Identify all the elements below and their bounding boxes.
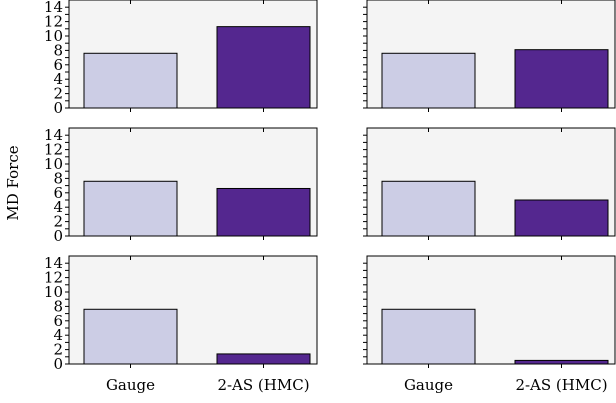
y-tick-label: 0 <box>53 99 63 117</box>
panel-r2-c2 <box>363 127 616 240</box>
x-tick-label: Gauge <box>404 376 453 394</box>
y-tick-label: 2 <box>53 85 63 103</box>
y-tick-label: 14 <box>44 126 63 144</box>
y-tick-label: 10 <box>44 155 63 173</box>
y-tick-label: 8 <box>53 297 63 315</box>
x-tick-label: Gauge <box>106 376 155 394</box>
bar-2as-hmc <box>514 359 609 365</box>
y-tick-label: 4 <box>53 198 63 216</box>
y-tick-label: 6 <box>53 312 63 330</box>
bar-gauge <box>83 308 178 365</box>
y-tick-label: 8 <box>53 41 63 59</box>
panel-r1-c2 <box>363 0 616 112</box>
y-tick-label: 14 <box>44 254 63 272</box>
bar-2as-hmc <box>514 49 609 109</box>
y-tick-label: 2 <box>53 341 63 359</box>
bar-2as-hmc <box>216 26 311 109</box>
bar-gauge <box>83 180 178 237</box>
bar-gauge <box>83 52 178 109</box>
panel-r3-c2: Gauge 2-AS (HMC) <box>363 255 616 394</box>
bar-2as-hmc <box>216 187 311 237</box>
y-tick-label: 0 <box>53 227 63 245</box>
y-tick-label: 10 <box>44 27 63 45</box>
y-axis-label: MD Force <box>4 145 22 220</box>
x-tick-label: 2-AS (HMC) <box>515 376 607 394</box>
bar-gauge <box>381 52 476 109</box>
bar-2as-hmc <box>216 353 311 365</box>
y-tick-label: 4 <box>53 326 63 344</box>
y-tick-label: 6 <box>53 184 63 202</box>
y-tick-label: 6 <box>53 56 63 74</box>
y-tick-label: 14 <box>44 0 63 16</box>
bar-gauge <box>381 308 476 365</box>
y-tick-label: 4 <box>53 70 63 88</box>
y-tick-label: 0 <box>53 355 63 373</box>
y-tick-label: 2 <box>53 213 63 231</box>
x-tick-label: 2-AS (HMC) <box>217 376 309 394</box>
bar-gauge <box>381 180 476 237</box>
y-tick-label: 12 <box>44 13 63 31</box>
y-tick-label: 12 <box>44 141 63 159</box>
y-tick-label: 10 <box>44 283 63 301</box>
y-tick-label: 8 <box>53 169 63 187</box>
bar-2as-hmc <box>514 199 609 237</box>
y-tick-label: 12 <box>44 269 63 287</box>
